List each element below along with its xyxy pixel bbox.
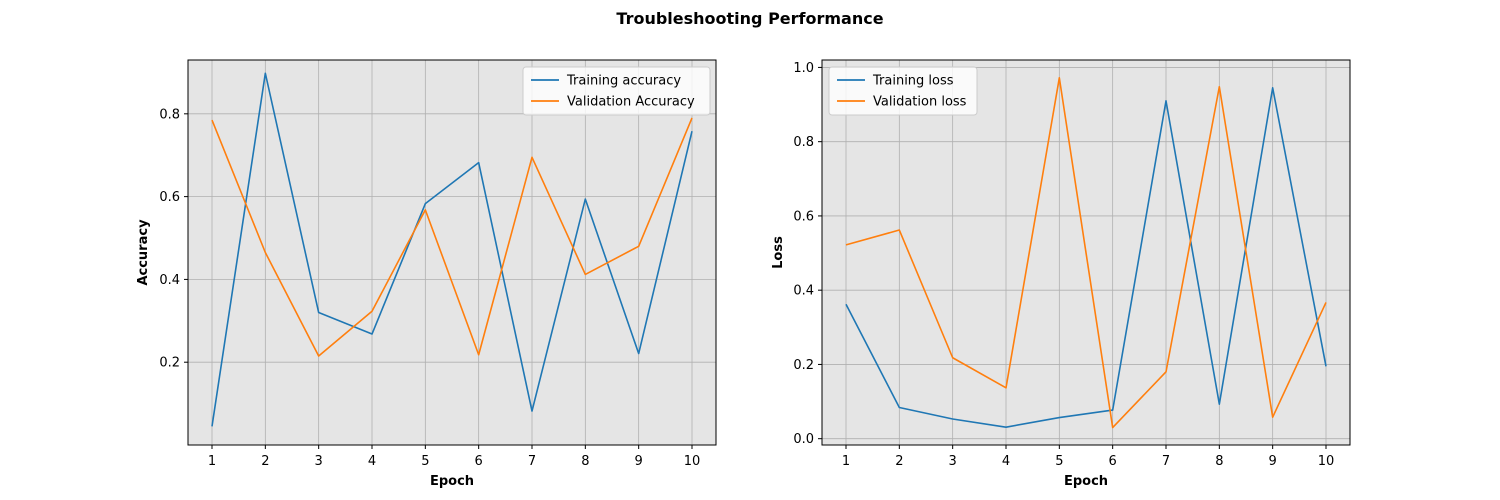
x-tick-label: 9 xyxy=(635,454,643,469)
y-tick-label: 0.4 xyxy=(159,273,180,288)
legend-label: Training accuracy xyxy=(566,74,681,89)
series-line-validation-accuracy xyxy=(211,117,693,357)
x-tick-label: 10 xyxy=(684,454,701,469)
x-tick-label: 5 xyxy=(1055,454,1063,469)
x-tick-label: 6 xyxy=(475,454,483,469)
legend-box xyxy=(828,66,978,116)
x-tick-label: 2 xyxy=(895,454,903,469)
x-tick-label: 7 xyxy=(1162,454,1170,469)
figure-title: Troubleshooting Performance xyxy=(616,9,883,28)
y-tick-label: 0.8 xyxy=(793,135,814,150)
x-tick-label: 6 xyxy=(1109,454,1117,469)
x-tick-label: 3 xyxy=(949,454,957,469)
y-tick-label: 0.2 xyxy=(159,356,180,371)
series-line-validation-loss xyxy=(845,77,1327,429)
loss-chart: 1 2 3 4 5 6 7 8 9 10 0.0 0.2 0.4 0.6 0.8 1.0 Epoch Loss Tr… xyxy=(771,59,1351,489)
x-tick-label: 2 xyxy=(261,454,269,469)
x-tick-label: 4 xyxy=(1002,454,1010,469)
y-tick-label: 0.0 xyxy=(793,432,814,447)
y-axis-label: Accuracy xyxy=(136,219,151,286)
x-tick-label: 5 xyxy=(421,454,429,469)
axes-frame xyxy=(187,59,717,446)
axes-frame xyxy=(821,59,1351,446)
x-axis-label: Epoch xyxy=(1064,474,1108,489)
x-tick-label: 8 xyxy=(581,454,589,469)
x-tick-label: 1 xyxy=(842,454,850,469)
legend-label: Validation loss xyxy=(873,95,967,110)
y-tick-label: 1.0 xyxy=(793,61,814,76)
series-line-training-loss xyxy=(845,87,1327,428)
y-tick-label: 0.2 xyxy=(793,358,814,373)
y-tick-label: 0.8 xyxy=(159,107,180,122)
x-axis-label: Epoch xyxy=(430,474,474,489)
x-tick-label: 9 xyxy=(1269,454,1277,469)
y-tick-label: 0.4 xyxy=(793,284,814,299)
legend: Training accuracy Validation Accuracy xyxy=(522,66,711,116)
y-tick-label: 0.6 xyxy=(793,209,814,224)
y-tick-label: 0.6 xyxy=(159,190,180,205)
legend-box xyxy=(522,66,711,116)
x-tick-label: 1 xyxy=(208,454,216,469)
accuracy-chart: 1 2 3 4 5 6 7 8 9 10 0.2 0.4 0.6 0.8 Epoch Accuracy Trai… xyxy=(136,59,717,489)
plot-area xyxy=(188,60,716,445)
series-line-training-accuracy xyxy=(211,72,693,427)
x-tick-label: 7 xyxy=(528,454,536,469)
y-axis-label: Loss xyxy=(771,236,786,269)
x-tick-label: 3 xyxy=(315,454,323,469)
legend-label: Validation Accuracy xyxy=(567,95,695,110)
x-tick-label: 10 xyxy=(1318,454,1335,469)
x-tick-label: 8 xyxy=(1215,454,1223,469)
x-tick-label: 4 xyxy=(368,454,376,469)
legend-label: Training loss xyxy=(872,74,954,89)
legend: Training loss Validation loss xyxy=(828,66,978,116)
